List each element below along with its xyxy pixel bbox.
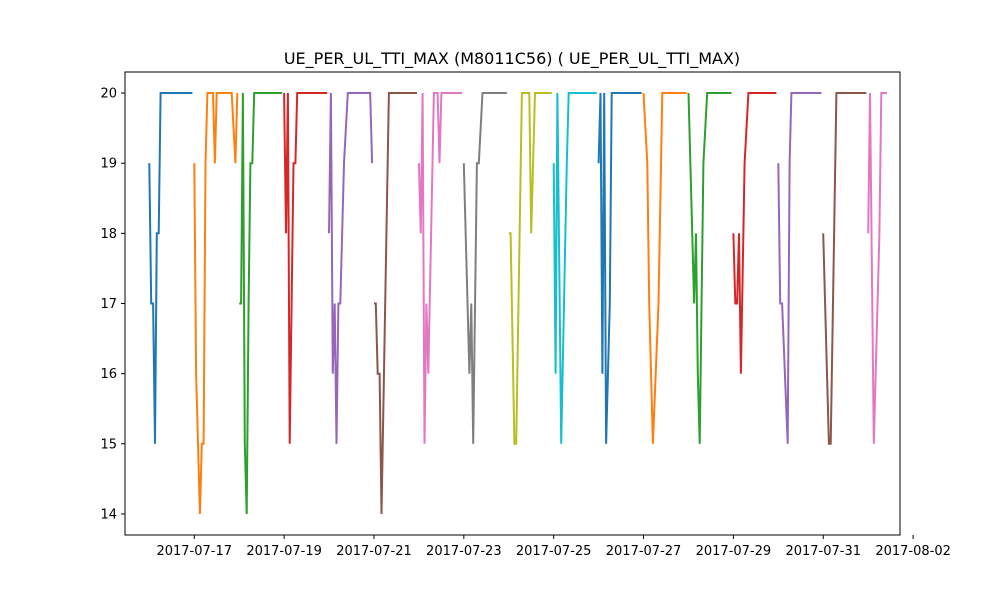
y-tick-label: 17 [100,297,117,312]
series-layer [148,92,887,515]
axes-layer: 14 15 16 17 18 19 20 2017-07-17 2017-07-19 2017-0… [100,71,951,559]
series-line-3 [239,92,283,515]
series-line-6 [374,92,417,515]
series-line-2 [193,92,239,515]
x-tick-label: 2017-07-17 [156,544,232,559]
x-tick-label: 2017-08-02 [875,544,951,559]
series-line-14 [732,92,777,374]
y-tick-label: 20 [100,87,117,102]
series-line-12 [642,92,687,444]
series-line-11 [597,92,642,444]
series-line-15 [777,92,822,444]
series-line-5 [328,92,374,444]
series-line-8 [462,92,507,444]
x-tick-label: 2017-07-27 [606,544,682,559]
x-tick-label: 2017-07-21 [336,544,412,559]
y-tick-label: 19 [100,157,117,172]
y-tick-label: 14 [100,507,117,522]
series-line-9 [508,92,552,445]
x-tick-label: 2017-07-23 [426,544,502,559]
y-tick-label: 15 [100,437,117,452]
series-line-17 [867,92,887,444]
series-line-1 [148,92,193,444]
x-tick-label: 2017-07-25 [516,544,592,559]
chart-title: UE_PER_UL_TTI_MAX (M8011C56) ( UE_PER_UL… [284,49,740,69]
x-tick-label: 2017-07-31 [785,544,861,559]
x-tick-label: 2017-07-29 [696,544,772,559]
series-line-10 [552,92,597,444]
y-tick-label: 16 [100,367,117,382]
x-tick-label: 2017-07-19 [246,544,322,559]
series-line-7 [417,92,462,444]
series-line-13 [687,92,732,444]
y-tick-label: 18 [100,227,117,242]
series-line-4 [283,92,328,444]
series-line-16 [822,92,867,445]
